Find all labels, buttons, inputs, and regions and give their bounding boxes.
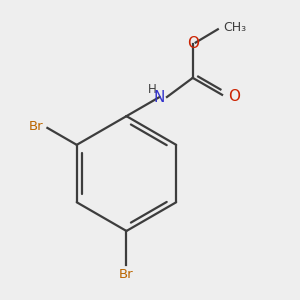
Text: O: O <box>228 89 240 104</box>
Text: N: N <box>154 89 165 104</box>
Text: Br: Br <box>119 268 134 281</box>
Text: CH₃: CH₃ <box>224 21 247 34</box>
Text: O: O <box>187 37 199 52</box>
Text: H: H <box>148 82 157 95</box>
Text: Br: Br <box>28 120 43 133</box>
